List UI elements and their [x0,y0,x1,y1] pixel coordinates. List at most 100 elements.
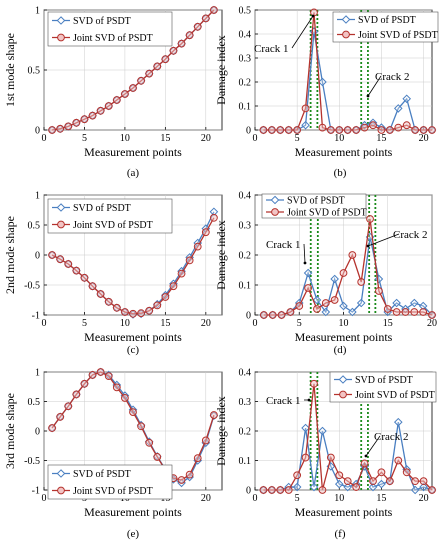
panel-label: (f) [335,528,346,540]
svd-point [292,482,302,492]
joint-svd-point [428,126,436,134]
svd-point [343,482,353,492]
joint-svd-point [293,471,302,480]
chart-panel-6: 0 5 10 15 20 0 0.1 0.2 0.3 0.4 Crack 1 Crack 2 SVD o… [214,368,437,540]
joint-svd-point [348,251,357,259]
legend-marker-circle [57,220,65,229]
y-tick-label: 0.1 [239,102,252,113]
joint-svd-point [145,306,154,315]
y-axis-label: 1st mode shape [3,33,17,107]
legend-marker-diamond [56,16,66,25]
joint-svd-point [96,368,105,376]
legend-label: Joint SVD of PSDT [73,486,153,497]
joint-svd-point [360,123,369,132]
panel-label: (a) [127,167,140,179]
y-tick-label: 0 [246,311,251,322]
x-tick-label: 20 [201,133,211,144]
x-axis-label: Measurement points [84,145,182,159]
joint-svd-point [72,266,81,275]
joint-svd-point [129,309,137,318]
x-tick-label: 15 [160,133,170,144]
y-tick-label: 0.5 [28,66,41,77]
annotation-arrowhead [366,244,370,248]
joint-svd-point [64,402,73,411]
joint-svd-point [153,453,162,461]
joint-svd-point [145,69,154,78]
y-tick-label: 0.5 [239,6,252,17]
joint-svd-point [411,477,420,486]
joint-svd-point [419,126,428,134]
joint-svd-point [88,371,97,379]
joint-svd-point [402,121,411,130]
x-tick-label: 0 [253,318,258,329]
svd-point [334,479,344,489]
joint-svd-point [185,256,194,265]
x-tick-label: 20 [427,318,437,329]
joint-svd-point [419,308,428,316]
joint-svd-point [104,102,113,110]
y-tick-label: -0.5 [24,281,40,292]
x-tick-label: 20 [201,318,211,329]
joint-svd-point [210,411,218,419]
annotation-arrowhead [364,454,368,458]
joint-svd-point [277,311,286,319]
y-tick-label: 0.5 [28,397,41,408]
legend-marker-circle [57,486,65,495]
legend-label: SVD of PSDT [355,375,413,386]
joint-svd-point [80,379,89,388]
legend-label: SVD of PSDT [73,469,131,480]
joint-svd-point [410,308,419,316]
svd-point [377,479,386,489]
svd-point [330,274,339,284]
joint-svd-point [313,305,321,313]
joint-svd-point [193,242,202,251]
crack-annotation: Crack 2 [374,431,409,443]
joint-svd-point [267,126,276,134]
legend-box [47,464,173,500]
svd-point [318,426,327,436]
joint-svd-point [56,412,65,421]
x-tick-label: 20 [201,493,211,504]
y-tick-label: 1 [35,6,40,17]
svd-point [321,307,331,317]
legend-box [47,11,173,47]
svd-point [301,120,310,130]
joint-svd-point [48,126,56,134]
joint-svd-point [201,14,210,23]
joint-svd-point [177,269,186,278]
x-tick-label: 0 [253,133,258,144]
joint-svd-point [104,372,113,381]
joint-svd-point [153,62,162,71]
legend-label: SVD of PSDT [73,16,131,27]
x-axis-label: Measurement points [295,145,393,159]
joint-svd-point [392,308,401,316]
x-tick-label: 15 [376,133,386,144]
joint-svd-point [88,282,97,291]
joint-svd-point [284,126,293,134]
y-tick-label: 0.4 [239,30,252,41]
x-tick-label: 10 [120,133,130,144]
panel-label: (e) [127,528,140,540]
joint-svd-point [318,486,327,494]
svd-point [309,482,319,492]
joint-svd-point [335,126,344,134]
svd-point [301,423,310,433]
joint-svd-point [96,290,105,298]
y-tick-label: 0 [246,126,251,137]
y-axis-label: Damage index [214,220,228,290]
y-tick-label: 0.3 [239,54,252,65]
x-tick-label: 10 [334,133,344,144]
x-tick-label: 0 [42,318,47,329]
joint-svd-point [366,215,374,223]
x-tick-label: 20 [419,493,429,504]
y-tick-label: 0.5 [28,221,41,232]
joint-svd-point [137,309,145,318]
y-tick-label: 0.2 [239,251,252,262]
y-axis-label: Damage index [214,396,228,466]
joint-svd-point [428,486,436,494]
joint-svd-point [402,468,411,477]
legend-label: Joint SVD of PSDT [73,220,153,231]
joint-svd-point [326,126,335,134]
legend-marker-circle [339,390,347,399]
